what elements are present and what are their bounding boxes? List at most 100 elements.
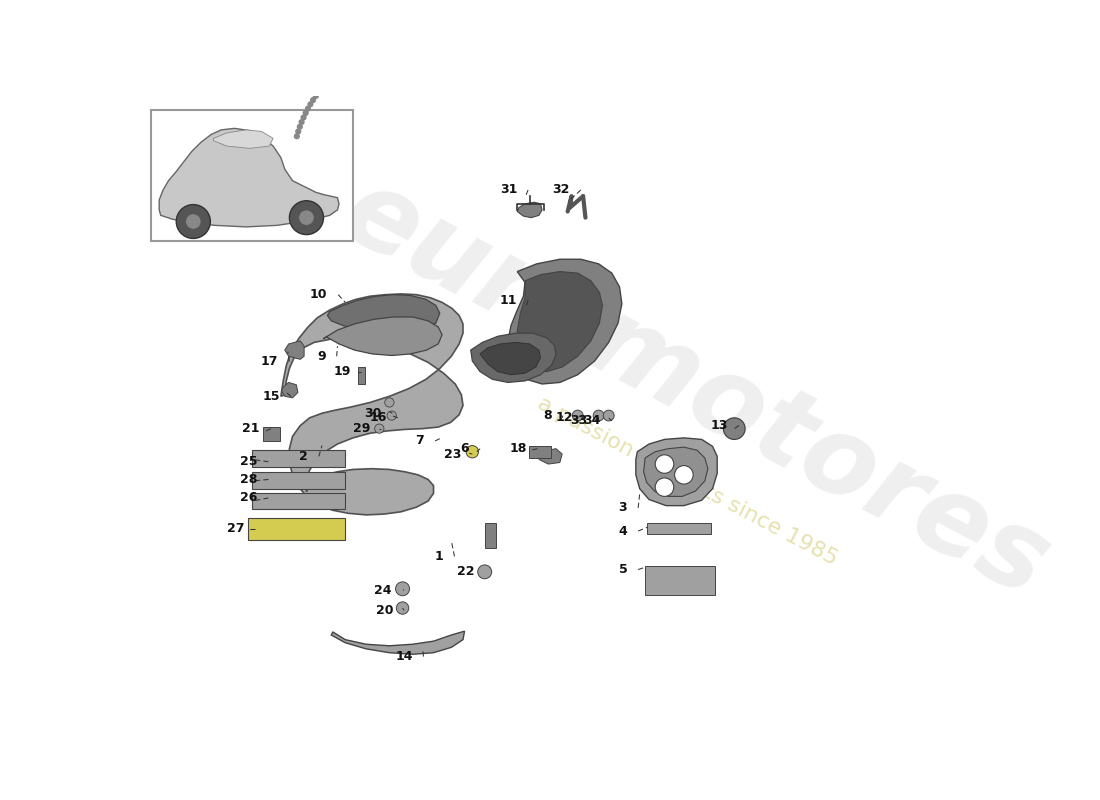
Text: 30: 30 <box>364 406 382 420</box>
Text: 4: 4 <box>618 525 627 538</box>
Bar <box>252 493 345 510</box>
Circle shape <box>186 214 201 230</box>
Text: 17: 17 <box>261 355 278 368</box>
Circle shape <box>387 411 396 420</box>
Circle shape <box>375 424 384 434</box>
Text: 22: 22 <box>458 566 474 578</box>
Bar <box>529 446 551 458</box>
Polygon shape <box>285 341 304 359</box>
Circle shape <box>656 455 674 474</box>
Text: 19: 19 <box>333 365 351 378</box>
Circle shape <box>312 93 319 99</box>
Polygon shape <box>160 128 339 227</box>
Text: 5: 5 <box>618 563 627 576</box>
Text: 12: 12 <box>556 411 573 424</box>
Circle shape <box>362 51 369 58</box>
Polygon shape <box>636 438 717 506</box>
Circle shape <box>316 89 322 95</box>
Circle shape <box>466 446 478 458</box>
Text: 32: 32 <box>552 183 570 197</box>
Circle shape <box>366 50 373 56</box>
Text: 27: 27 <box>227 522 244 535</box>
Circle shape <box>603 410 614 421</box>
Text: 14: 14 <box>395 650 412 663</box>
Circle shape <box>322 82 328 87</box>
Polygon shape <box>517 271 603 372</box>
Circle shape <box>337 67 343 74</box>
Circle shape <box>349 59 355 65</box>
Text: 9: 9 <box>317 350 326 362</box>
Bar <box>152 110 353 241</box>
Bar <box>252 450 345 467</box>
Circle shape <box>294 133 300 139</box>
Circle shape <box>305 106 311 112</box>
Circle shape <box>724 418 745 439</box>
Text: a passion for parts since 1985: a passion for parts since 1985 <box>535 393 842 569</box>
Polygon shape <box>328 294 440 333</box>
Circle shape <box>371 48 377 54</box>
Bar <box>249 518 345 539</box>
Text: 34: 34 <box>584 414 601 427</box>
Text: 3: 3 <box>618 502 627 514</box>
Polygon shape <box>471 333 556 382</box>
Text: 31: 31 <box>499 183 517 197</box>
Circle shape <box>395 41 402 47</box>
Circle shape <box>344 62 351 68</box>
Text: 26: 26 <box>240 491 257 505</box>
Text: 6: 6 <box>461 442 470 455</box>
Circle shape <box>593 410 604 421</box>
Bar <box>263 427 280 441</box>
Bar <box>648 523 711 534</box>
Polygon shape <box>331 631 464 654</box>
Circle shape <box>376 46 382 52</box>
Circle shape <box>176 205 210 238</box>
Polygon shape <box>213 130 273 148</box>
Text: 13: 13 <box>711 419 728 432</box>
Circle shape <box>326 78 332 84</box>
Bar <box>252 472 345 489</box>
Polygon shape <box>280 294 463 515</box>
Text: 28: 28 <box>240 473 257 486</box>
Polygon shape <box>644 447 708 496</box>
Circle shape <box>319 85 324 91</box>
Circle shape <box>289 201 323 234</box>
Circle shape <box>396 582 409 596</box>
Circle shape <box>329 74 336 80</box>
Circle shape <box>674 466 693 484</box>
Circle shape <box>385 43 392 50</box>
Text: 10: 10 <box>310 288 328 301</box>
Text: 18: 18 <box>509 442 527 455</box>
Circle shape <box>656 478 674 496</box>
Circle shape <box>358 54 364 60</box>
Circle shape <box>572 410 583 421</box>
Text: 15: 15 <box>263 390 280 403</box>
Circle shape <box>353 56 360 62</box>
Circle shape <box>298 119 305 126</box>
Circle shape <box>477 565 492 578</box>
Circle shape <box>307 102 314 107</box>
Text: euromotores: euromotores <box>324 158 1066 619</box>
Text: 16: 16 <box>370 411 387 424</box>
Text: 1: 1 <box>434 550 443 563</box>
Circle shape <box>300 114 307 121</box>
Polygon shape <box>539 449 562 464</box>
Circle shape <box>396 602 409 614</box>
Circle shape <box>310 97 316 103</box>
Circle shape <box>385 398 394 407</box>
Polygon shape <box>517 202 542 218</box>
Text: 33: 33 <box>570 414 587 427</box>
Text: 20: 20 <box>376 604 394 617</box>
Polygon shape <box>323 317 442 355</box>
Circle shape <box>390 42 396 48</box>
Text: 23: 23 <box>444 447 462 461</box>
Text: 7: 7 <box>416 434 425 447</box>
Circle shape <box>295 129 301 134</box>
Text: 21: 21 <box>242 422 260 435</box>
Text: 8: 8 <box>543 409 552 422</box>
Text: 25: 25 <box>240 455 257 468</box>
Circle shape <box>299 210 315 226</box>
Polygon shape <box>508 259 622 384</box>
Circle shape <box>332 70 339 77</box>
Circle shape <box>341 65 346 70</box>
Bar <box>485 523 495 548</box>
